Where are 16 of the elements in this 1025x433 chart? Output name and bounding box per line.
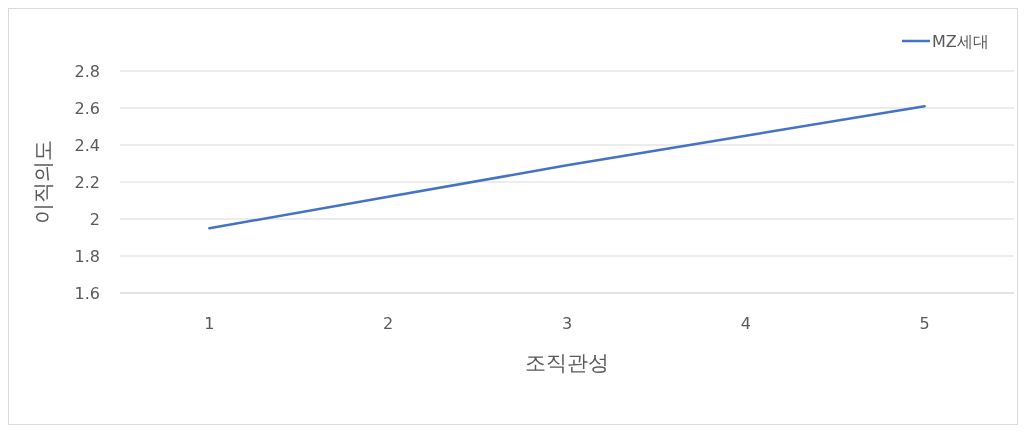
y-tick-label: 2.6 bbox=[74, 99, 100, 118]
x-tick-label: 5 bbox=[919, 314, 930, 333]
x-tick-label: 2 bbox=[383, 314, 394, 333]
x-axis-title: 조직관성 bbox=[525, 351, 609, 375]
x-tick-label: 1 bbox=[204, 314, 215, 333]
y-tick-label: 1.8 bbox=[74, 247, 100, 266]
y-tick-label: 2.4 bbox=[74, 136, 100, 155]
y-tick-label: 2.2 bbox=[74, 173, 100, 192]
x-tick-label: 3 bbox=[561, 314, 573, 333]
line-series bbox=[208, 104, 926, 230]
x-tick-label: 4 bbox=[740, 314, 751, 333]
y-tick-label: 2 bbox=[89, 210, 100, 229]
y-axis-title: 이직의도 bbox=[31, 140, 55, 224]
y-tick-label: 1.6 bbox=[74, 284, 100, 303]
legend-label: MZ세대 bbox=[932, 32, 989, 51]
y-tick-label: 2.8 bbox=[74, 62, 100, 81]
